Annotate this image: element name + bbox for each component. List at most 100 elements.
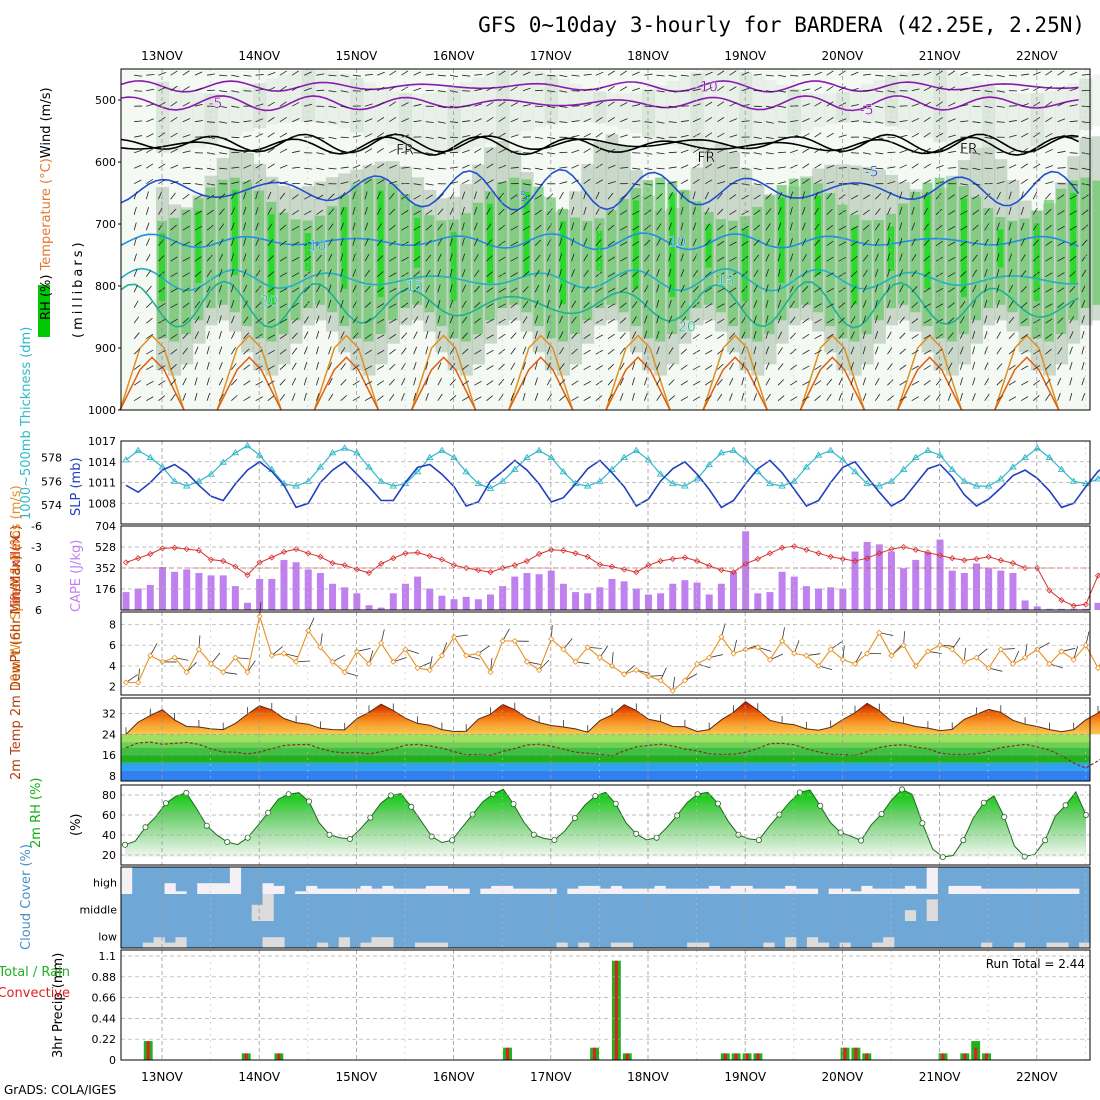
wind-barb [765,284,769,293]
precip-convective-bar [974,1047,978,1060]
wind-barb [972,239,979,246]
wind-barb [778,151,787,154]
wind-barb [899,134,908,138]
wind-speed-point [961,658,968,665]
wind-barb [850,104,859,107]
wind-barb [948,150,957,154]
wind-barb [692,381,701,386]
wind-barb [364,365,373,371]
wind-barb [656,238,661,246]
wind-barb [534,269,540,277]
wind-barb [619,332,626,339]
wind-barb [619,362,625,370]
cape-bar [244,602,251,610]
wind-barb [461,191,466,200]
wind-barb [182,86,190,92]
wind-barb [826,378,833,386]
wind-speed-point [706,654,713,661]
wind-speed-point [1022,654,1029,661]
wind-barb [328,269,332,277]
wind-barb [874,269,879,277]
wind-barb [352,284,357,293]
wind-barb [899,396,907,402]
wind-barb [401,225,409,231]
wind-barb [534,224,542,231]
wind-barb [461,348,469,355]
wind-barb [717,363,724,370]
li-point [268,554,275,561]
wind-barb [413,87,422,92]
wind-barb [644,315,648,324]
wind-barb [559,222,563,231]
wind-barb [1045,240,1053,247]
wind-barb [790,380,798,386]
wind-barb [388,192,395,200]
wind-barb [887,121,896,123]
wind-barb [461,253,466,262]
wind-barb [972,330,976,339]
wind-barb [693,73,702,76]
cape-bar [693,582,701,610]
wind-barb [486,380,494,386]
wind-barb [352,380,360,386]
wind-barb [158,271,165,278]
rh-fill-band [228,91,242,136]
surface-wind-barb [951,637,961,650]
wind-barb [218,193,226,200]
wind-barb [692,206,696,215]
cape-tick: 176 [95,583,116,596]
wind-barb [352,332,359,339]
wind-speed-point [548,635,555,643]
wind-barb [874,299,878,308]
cloud-bar-high [523,888,536,894]
cloud-bar-high [502,885,514,894]
cloud-bar-high [197,883,209,894]
precip-tick: 1.1 [99,950,117,963]
rh-fill-band [629,92,643,134]
wind-barb [231,121,240,124]
wind-barb [765,193,772,200]
wind-barb [304,210,312,216]
wind-barb [279,101,287,107]
wind-barb [656,253,661,262]
wind-barb [425,269,431,277]
rh2m-point [1001,813,1008,820]
wind-barb [279,256,287,262]
wind-barb [984,269,988,277]
wind-speed-point [900,642,907,649]
wind-barb [887,151,896,154]
thickness-point [389,482,398,489]
date-label-top: 18NOV [627,49,669,63]
wind-barb [218,223,225,231]
wind-barb [146,381,154,386]
wind-barb [789,332,797,339]
li-point [463,564,470,572]
cape-bar [499,586,507,610]
wind-barb [316,315,320,324]
cape-bar [815,588,823,610]
wind-barb [789,284,795,293]
wind-barb [461,380,470,386]
wind-speed-point [402,646,409,653]
wind-barb [170,192,176,200]
wind-barb [449,192,455,200]
li-point [791,543,798,550]
wind-barb [923,318,932,324]
wind-barb [231,379,238,386]
wind-barb [874,284,878,293]
wind-barb [328,299,332,308]
wind-barb [316,121,325,123]
wind-tick: 8 [109,618,116,631]
wind-barb [474,254,479,262]
panel-frame-slp [120,440,1091,525]
thickness-point [1094,475,1100,482]
wind-barb [923,223,929,231]
wind-barb [717,70,725,76]
cloud-bar-high [828,888,840,894]
wind-barb [413,316,419,324]
cape-bar [1070,608,1078,610]
thickness-point [899,465,908,472]
wind-barb [146,88,155,92]
wind-barb [583,254,589,262]
wind-barb [984,284,988,293]
